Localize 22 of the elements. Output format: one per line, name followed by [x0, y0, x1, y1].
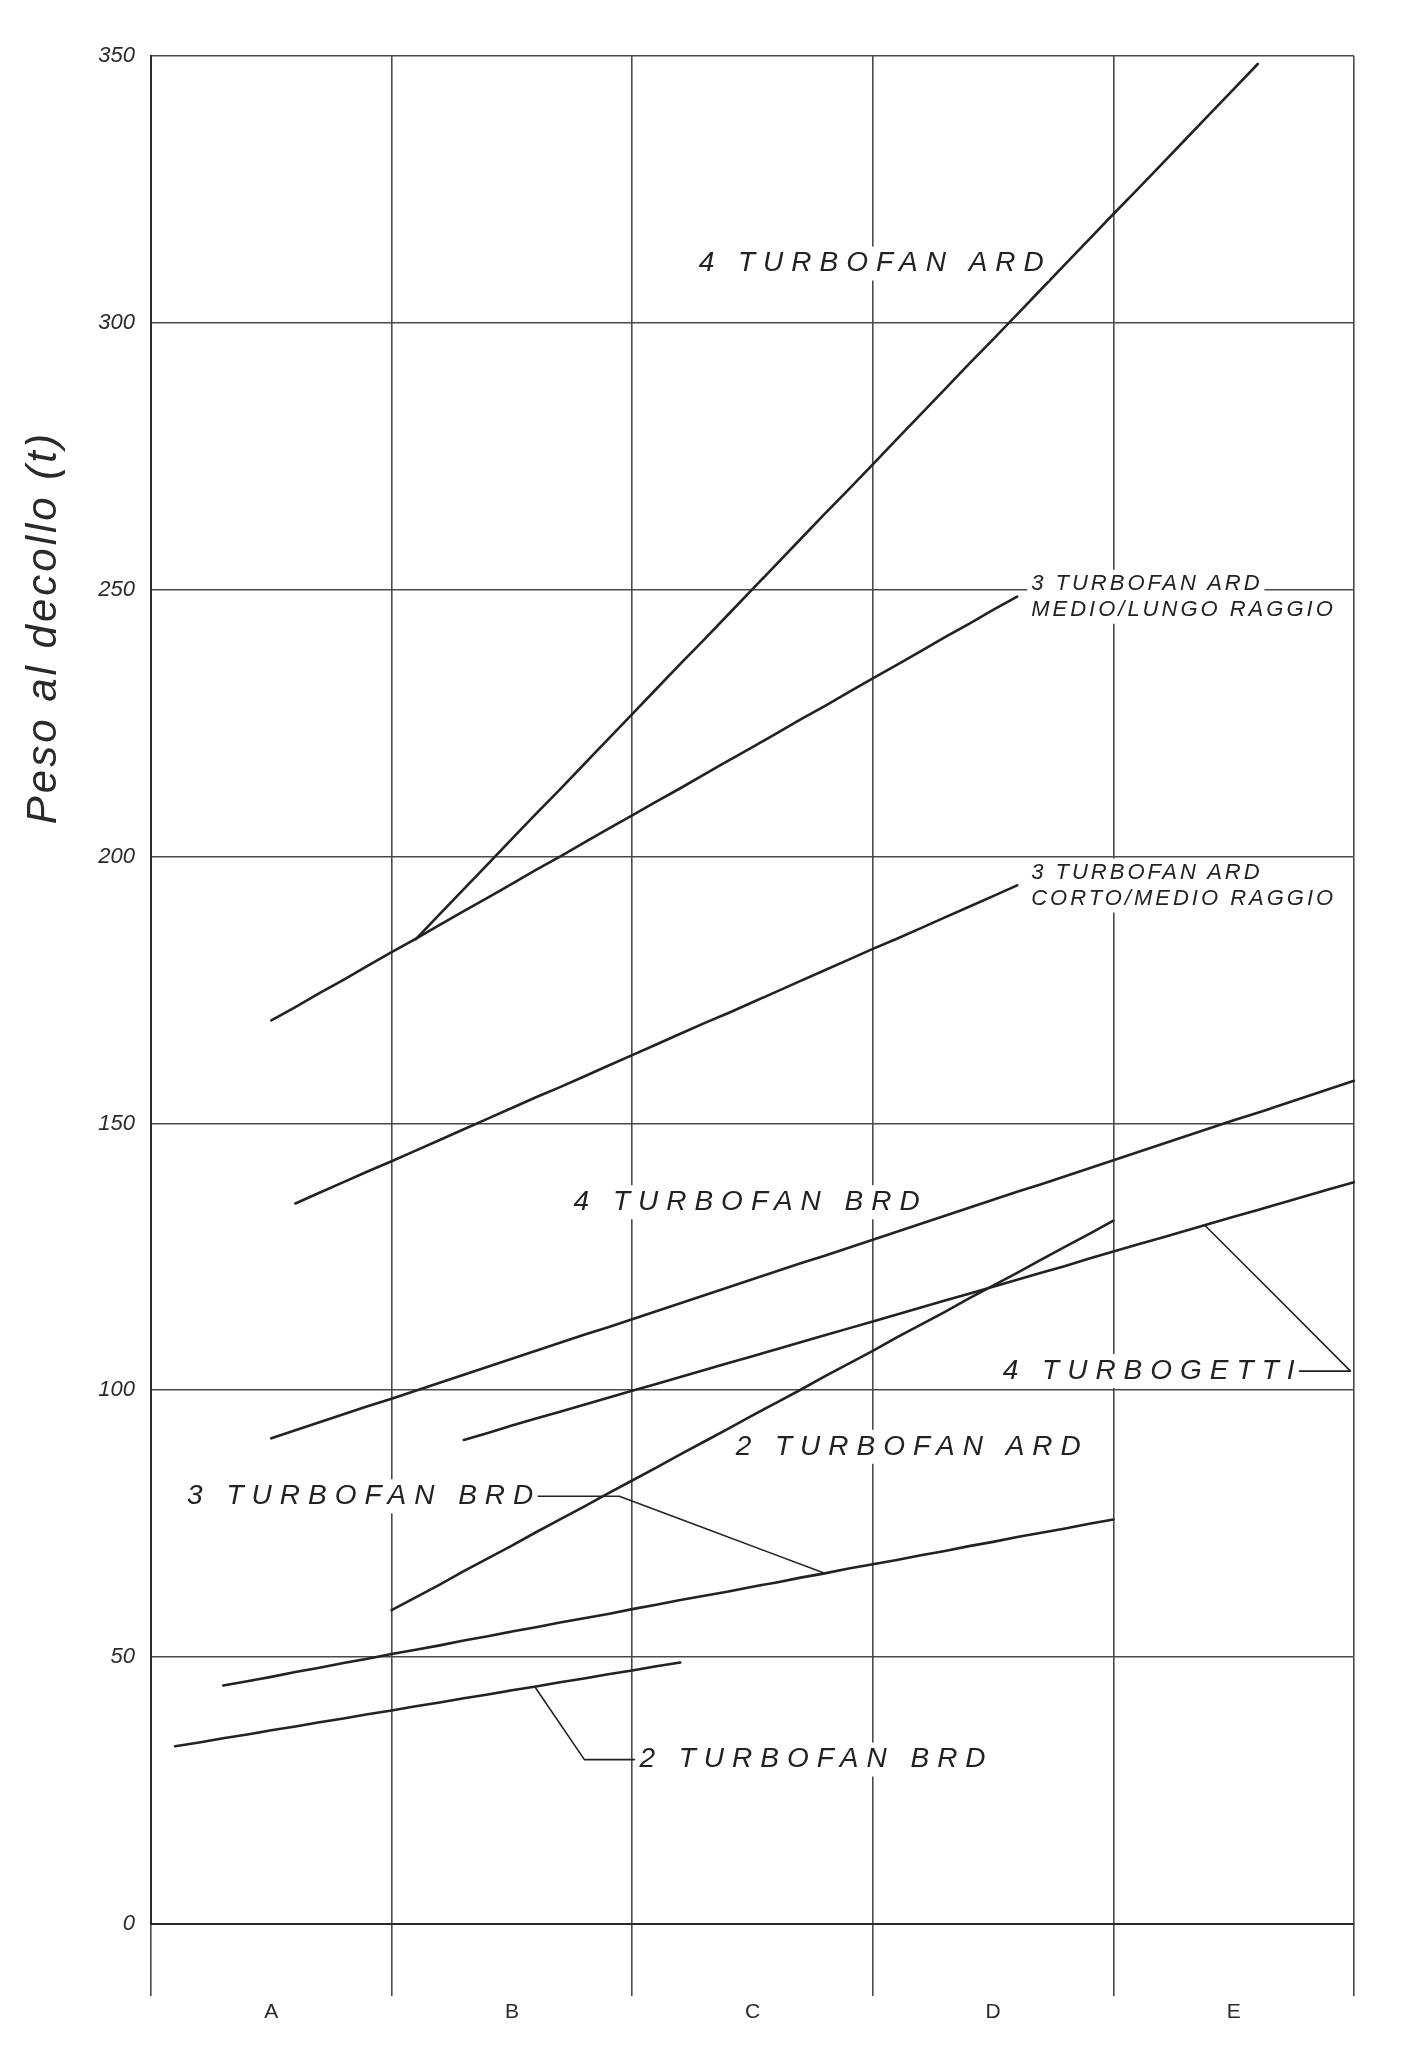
series-label: 3 TURBOFAN ARD CORTO/MEDIO RAGGIO [1031, 858, 1337, 910]
x-tick-label: A [264, 1999, 279, 2023]
series-label: 4 TURBOFAN BRD [573, 1184, 928, 1216]
x-tick-label: C [744, 1999, 761, 2023]
y-tick-label: 150 [98, 1109, 136, 1135]
y-tick-label: 100 [98, 1376, 136, 1402]
series-label: 4 TURBOFAN ARD [698, 246, 1052, 278]
y-tick-label: 50 [110, 1643, 136, 1669]
series-label: 2 TURBOFAN ARD [734, 1429, 1089, 1461]
x-tick-label: D [985, 1999, 1001, 2023]
y-tick-label: 300 [98, 308, 136, 334]
y-tick-label: 200 [97, 842, 136, 868]
x-tick-label: E [1226, 1999, 1241, 2023]
series-label: 3 TURBOFAN ARD MEDIO/LUNGO RAGGIO [1031, 569, 1336, 621]
text: 4 TURBOGETTI [1002, 1353, 1303, 1385]
text: 3 TURBOFAN BRD [187, 1479, 542, 1511]
y-tick-label: 0 [122, 1910, 136, 1936]
x-tick-label: B [504, 1999, 519, 2023]
y-tick-label: 350 [98, 42, 136, 68]
y-axis-title: Peso al decollo (t) [17, 431, 65, 825]
y-tick-label: 250 [97, 575, 136, 601]
text: 2 TURBOFAN BRD [638, 1742, 994, 1774]
